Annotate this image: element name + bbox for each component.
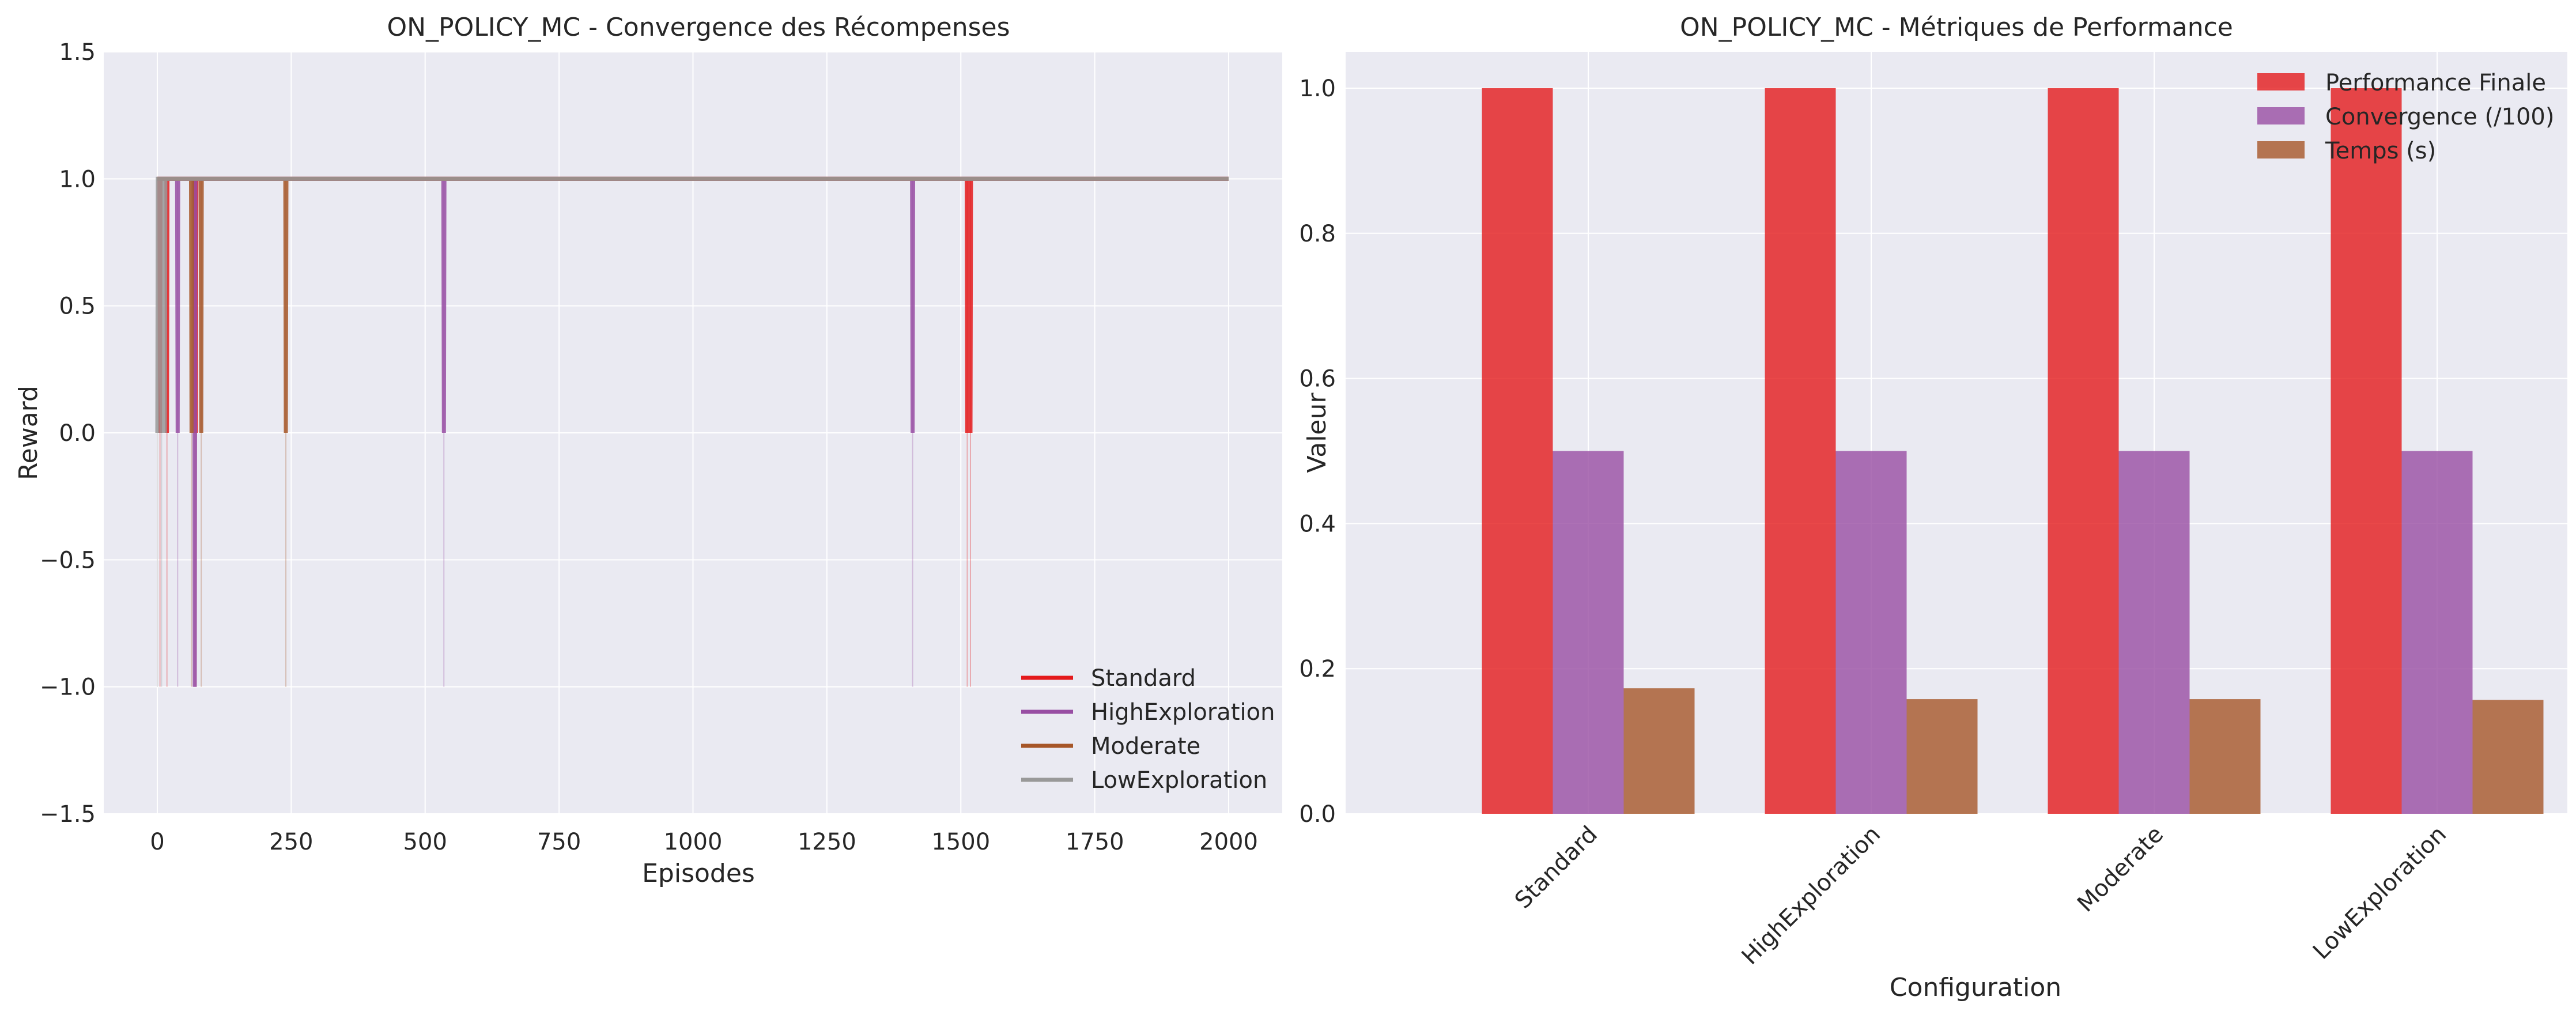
right-y-tick-label: 0.8 — [1299, 221, 1336, 247]
left-y-tick-label: −1.5 — [40, 801, 96, 828]
legend-swatch-temps-s- — [2257, 141, 2305, 158]
legend-swatch-convergence-100- — [2257, 107, 2305, 124]
bar-performance-finale-moderate — [2048, 88, 2119, 814]
left-x-tick-label: 1250 — [798, 829, 856, 855]
right-x-tick-labels: Standard HighExploration Moderate LowExplor… — [1510, 821, 2452, 970]
left-x-axis-label: Episodes — [642, 859, 755, 888]
left-y-tick-labels: −1.5 −1.0 −0.5 0.0 0.5 1.0 1.5 — [40, 39, 96, 828]
right-x-tick-label: Moderate — [2072, 821, 2169, 918]
left-y-axis-label: Reward — [14, 386, 43, 480]
left-y-tick-label: −1.0 — [40, 674, 96, 701]
legend-label-highexploration: HighExploration — [1091, 699, 1275, 726]
bar-convergence-100--standard — [1553, 451, 1624, 814]
bar-convergence-100--moderate — [2118, 451, 2190, 814]
left-y-tick-label: 1.0 — [59, 166, 96, 193]
right-x-tick-label: HighExploration — [1737, 821, 1886, 970]
bar-performance-finale-highexploration — [1765, 88, 1836, 814]
right-y-axis-label: Valeur — [1302, 392, 1332, 473]
right-y-tick-label: 1.0 — [1299, 76, 1336, 102]
legend-label-moderate: Moderate — [1091, 733, 1200, 760]
bar-temps-s--lowexploration — [2472, 700, 2544, 814]
bar-temps-s--highexploration — [1906, 699, 1978, 814]
left-x-tick-labels: 0 250 500 750 1000 1250 1500 1750 2000 — [150, 829, 1258, 855]
right-y-tick-labels: 0.0 0.2 0.4 0.6 0.8 1.0 — [1299, 76, 1336, 828]
left-x-tick-label: 0 — [150, 829, 164, 855]
right-y-tick-label: 0.6 — [1299, 366, 1336, 392]
left-y-tick-label: 1.5 — [59, 39, 96, 66]
left-y-tick-label: −0.5 — [40, 547, 96, 573]
legend-label-standard: Standard — [1091, 665, 1196, 692]
performance-metrics-chart: Standard HighExploration Moderate LowExplor… — [1299, 13, 2567, 1002]
bar-temps-s--moderate — [2189, 699, 2261, 814]
left-smoothed-reward-traces — [155, 176, 1229, 687]
left-y-tick-label: 0.0 — [59, 420, 96, 447]
bar-performance-finale-lowexploration — [2331, 88, 2402, 814]
legend-label-lowexploration: LowExploration — [1091, 767, 1267, 794]
left-y-tick-label: 0.5 — [59, 293, 96, 320]
legend-label-performance-finale: Performance Finale — [2325, 70, 2546, 96]
bar-convergence-100--lowexploration — [2401, 451, 2473, 814]
left-x-tick-label: 500 — [403, 829, 447, 855]
reward-convergence-chart: 0 250 500 750 1000 1250 1500 1750 2000 −1.5−1.0−… — [14, 13, 1282, 888]
right-x-tick-label: Standard — [1510, 821, 1603, 914]
left-x-tick-label: 1000 — [664, 829, 723, 855]
bar-temps-s--standard — [1623, 688, 1695, 814]
left-x-tick-label: 250 — [269, 829, 313, 855]
legend-swatch-performance-finale — [2257, 73, 2305, 90]
right-x-tick-label: LowExploration — [2308, 821, 2452, 965]
right-legend: Performance Finale Convergence (/100) Temp… — [2257, 70, 2554, 164]
left-x-tick-label: 2000 — [1199, 829, 1258, 855]
legend-label-convergence-100-: Convergence (/100) — [2325, 104, 2554, 130]
bar-performance-finale-standard — [1482, 88, 1553, 814]
bar-convergence-100--highexploration — [1835, 451, 1907, 814]
reward-line-lowexploration — [155, 176, 1229, 433]
right-y-tick-label: 0.4 — [1299, 511, 1336, 537]
right-y-tick-label: 0.2 — [1299, 656, 1336, 682]
reward-line-moderate — [157, 176, 1229, 433]
left-x-tick-label: 1500 — [931, 829, 990, 855]
right-y-tick-label: 0.0 — [1299, 801, 1336, 828]
left-x-tick-label: 1750 — [1066, 829, 1124, 855]
left-x-tick-label: 750 — [537, 829, 581, 855]
legend-label-temps-s-: Temps (s) — [2325, 138, 2436, 164]
right-chart-title: ON_POLICY_MC - Métriques de Performance — [1680, 13, 2233, 42]
right-x-axis-label: Configuration — [1890, 973, 2061, 1002]
left-chart-title: ON_POLICY_MC - Convergence des Récompens… — [387, 13, 1010, 42]
right-bars — [1482, 88, 2544, 814]
left-legend: Standard HighExploration Moderate LowExplor… — [1021, 665, 1275, 794]
